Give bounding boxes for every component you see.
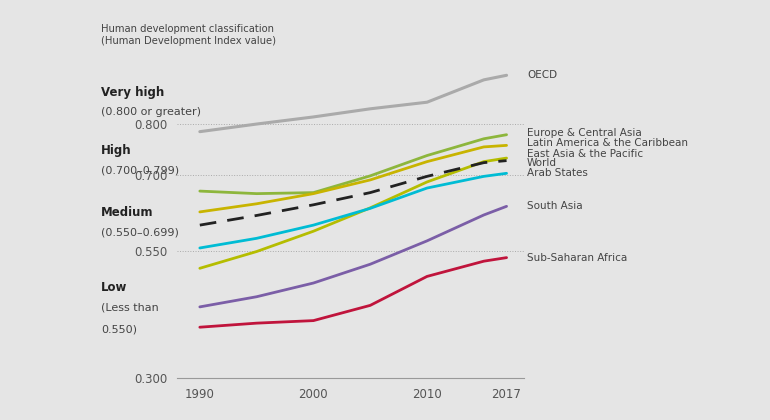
Text: Latin America & the Caribbean: Latin America & the Caribbean xyxy=(527,138,688,148)
Text: Human development classification
(Human Development Index value): Human development classification (Human … xyxy=(101,24,276,46)
Text: High: High xyxy=(101,144,132,158)
Text: Low: Low xyxy=(101,281,127,294)
Text: (Less than: (Less than xyxy=(101,303,159,313)
Text: 0.550): 0.550) xyxy=(101,324,137,334)
Text: Arab States: Arab States xyxy=(527,168,588,178)
Text: (0.700–0.799): (0.700–0.799) xyxy=(101,165,179,176)
Text: South Asia: South Asia xyxy=(527,201,583,211)
Text: Sub-Saharan Africa: Sub-Saharan Africa xyxy=(527,252,628,262)
Text: World: World xyxy=(527,158,557,168)
Text: OECD: OECD xyxy=(527,70,557,80)
Text: Medium: Medium xyxy=(101,206,153,219)
Text: (0.550–0.699): (0.550–0.699) xyxy=(101,228,179,238)
Text: East Asia & the Pacific: East Asia & the Pacific xyxy=(527,149,643,158)
Text: Very high: Very high xyxy=(101,86,164,99)
Text: (0.800 or greater): (0.800 or greater) xyxy=(101,107,201,117)
Text: Europe & Central Asia: Europe & Central Asia xyxy=(527,128,641,138)
